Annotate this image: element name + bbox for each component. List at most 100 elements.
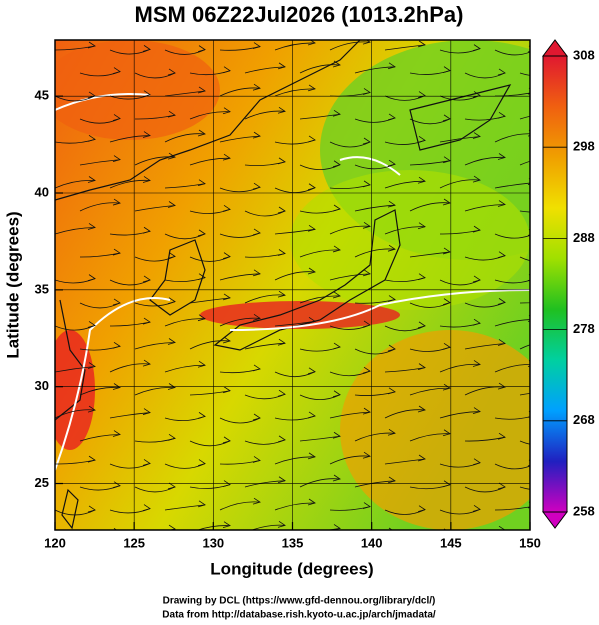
streamline-arrow <box>307 267 316 275</box>
footer-credit: Drawing by DCL (https://www.gfd-dennou.o… <box>163 596 436 607</box>
streamline-arrow <box>307 411 316 419</box>
colorbar-top-arrow <box>542 39 568 57</box>
streamline <box>55 227 96 235</box>
coastline <box>409 84 512 151</box>
streamline <box>384 180 426 189</box>
streamline-arrow <box>167 482 176 490</box>
streamline-arrow <box>197 229 206 237</box>
streamline-arrow <box>307 367 316 375</box>
streamline <box>409 387 451 396</box>
streamline-arrow <box>442 156 451 164</box>
streamline <box>164 318 206 327</box>
streamline <box>439 363 481 373</box>
streamline <box>384 458 426 465</box>
streamline <box>299 64 341 74</box>
streamline-arrow <box>417 363 426 371</box>
streamline-arrow <box>417 136 426 143</box>
streamline-arrow <box>472 407 481 414</box>
streamline <box>164 463 206 469</box>
streamline <box>189 111 231 120</box>
streamline-arrow <box>387 113 396 121</box>
streamline <box>439 279 481 286</box>
streamline-arrow <box>222 252 231 259</box>
streamline-arrow <box>277 476 286 484</box>
streamline-arrow <box>277 435 286 443</box>
streamline-arrow <box>307 224 316 232</box>
isotherm <box>55 289 530 471</box>
streamline-arrow <box>472 505 481 512</box>
streamline-arrow <box>362 451 371 459</box>
streamline-arrow <box>332 109 341 117</box>
streamline <box>164 133 206 143</box>
streamline-arrow <box>87 362 96 369</box>
y-tick-label: 35 <box>35 281 49 296</box>
streamline <box>409 302 451 308</box>
streamline-arrow <box>307 317 316 324</box>
streamline-arrow <box>197 129 206 137</box>
streamline <box>519 302 530 304</box>
streamline-arrow <box>112 481 121 489</box>
streamline-arrow <box>197 179 206 187</box>
streamline-arrow <box>112 430 121 437</box>
streamline-arrow <box>142 504 151 511</box>
streamline <box>384 95 426 101</box>
streamline <box>274 42 316 51</box>
streamline-arrow <box>167 252 176 259</box>
streamline-arrow <box>142 317 151 325</box>
streamline-arrow <box>387 344 396 352</box>
streamline <box>219 417 261 424</box>
streamline-arrow <box>387 62 396 70</box>
streamline <box>299 295 341 304</box>
streamline <box>354 432 396 442</box>
streamline-arrow <box>142 226 151 234</box>
streamline-arrow <box>277 157 286 165</box>
streamline-arrow <box>142 45 151 52</box>
streamline <box>55 179 96 189</box>
streamline-arrow <box>332 60 341 68</box>
streamline <box>219 501 261 511</box>
streamline <box>189 256 231 262</box>
streamline-arrow <box>472 91 481 98</box>
map-field <box>55 40 530 530</box>
streamline-arrow <box>497 251 506 259</box>
plot-frame <box>54 39 531 531</box>
streamline-arrow <box>498 525 506 530</box>
streamline-arrow <box>142 176 151 183</box>
streamline-arrow <box>167 297 176 305</box>
streamline <box>384 509 426 515</box>
streamline-arrow <box>472 458 481 466</box>
streamline-arrow <box>112 155 121 162</box>
streamline <box>109 179 151 189</box>
streamline-arrow <box>417 91 426 98</box>
colorbar-tick-label: 258 <box>573 503 595 518</box>
streamline-arrow <box>252 497 261 505</box>
streamline-arrow <box>222 66 231 74</box>
streamline <box>494 182 530 189</box>
streamline <box>494 319 530 327</box>
streamline <box>164 49 206 55</box>
streamline <box>384 409 426 419</box>
streamline-arrow <box>277 521 286 528</box>
streamline-arrow <box>252 269 261 277</box>
streamline-arrow <box>307 84 316 92</box>
colorbar-tick-label: 268 <box>573 412 595 427</box>
streamline-arrow <box>442 429 451 437</box>
streamline-arrow <box>167 68 176 76</box>
streamline-arrow <box>497 68 506 76</box>
streamline <box>384 226 426 235</box>
streamline <box>299 435 341 442</box>
streamline-arrow <box>277 249 286 256</box>
streamline <box>494 416 530 420</box>
streamline <box>134 486 176 493</box>
streamline-arrow <box>87 455 96 463</box>
streamline-arrow <box>332 390 341 398</box>
coastline <box>61 488 79 530</box>
streamline <box>244 210 286 217</box>
streamline-arrow <box>252 364 261 372</box>
streamline-arrow <box>362 221 371 229</box>
streamline-arrow <box>277 106 286 114</box>
streamline <box>354 248 396 258</box>
streamline-arrow <box>332 431 341 439</box>
streamline-arrow <box>222 480 231 487</box>
